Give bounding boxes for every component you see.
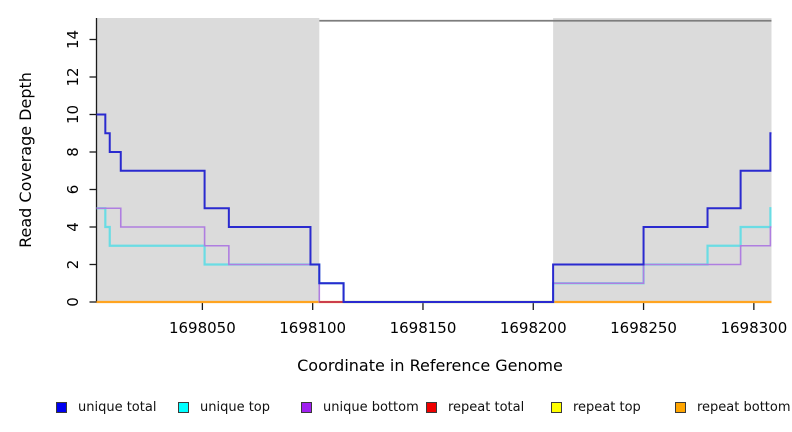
shaded-region-1 [553,18,772,302]
legend-label: repeat bottom [697,399,791,415]
legend-item-unique-bottom: unique bottom [301,398,419,416]
x-axis-label: Coordinate in Reference Genome [297,356,563,375]
legend-item-unique-total: unique total [56,398,156,416]
x-tick-label: 1698200 [500,319,567,337]
legend-swatch-repeat-top [551,401,562,413]
y-tick-label: 6 [64,185,82,195]
y-tick-label: 0 [64,297,82,307]
series-line-unique-total [96,113,772,303]
y-tick-label: 2 [64,260,82,270]
legend-swatch-unique-top [178,401,189,413]
legend-label: unique top [200,399,271,415]
x-tick-label: 1698300 [720,319,787,337]
legend-label: unique total [78,399,157,415]
legend-item-repeat-top: repeat top [551,398,641,416]
legend-swatch-unique-total [56,401,67,413]
y-tick-label: 4 [64,222,82,232]
chart-legend: unique total unique top unique bottom repea… [0,398,792,422]
legend-item-unique-top: unique top [178,398,270,416]
y-axis-label: Read Coverage Depth [16,72,35,248]
y-tick-label: 14 [64,30,82,49]
shaded-region-0 [96,18,320,302]
legend-label: repeat total [448,399,525,415]
legend-item-repeat-bottom: repeat bottom [675,398,791,416]
legend-label: repeat top [573,399,641,415]
legend-swatch-repeat-total [426,401,437,413]
legend-item-repeat-total: repeat total [426,398,524,416]
x-tick-label: 1698100 [279,319,346,337]
x-tick-label: 1698150 [390,319,457,337]
y-tick-label: 10 [64,105,82,124]
legend-swatch-unique-bottom [301,401,312,413]
x-tick-label: 1698050 [169,319,236,337]
y-tick-label: 12 [64,67,82,86]
legend-label: unique bottom [323,399,419,415]
y-tick-label: 8 [64,147,82,157]
legend-swatch-repeat-bottom [675,401,686,413]
x-tick-label: 1698250 [610,319,677,337]
